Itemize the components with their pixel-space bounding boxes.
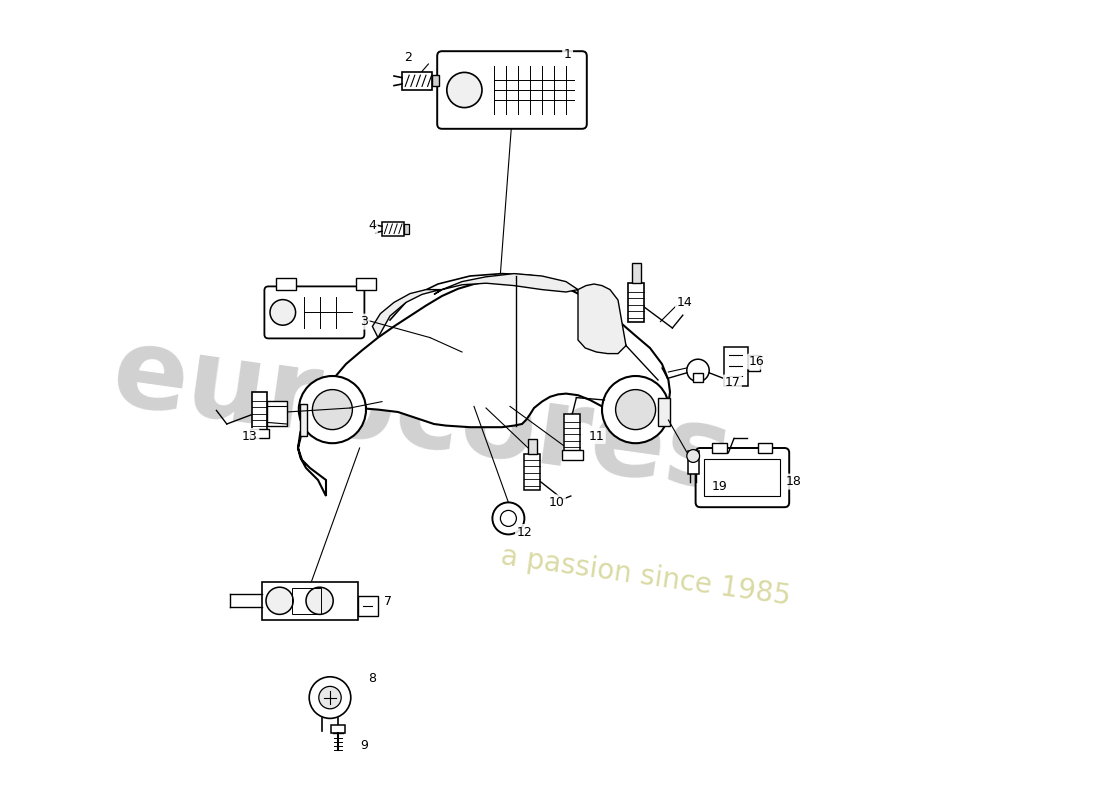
- Bar: [528, 439, 537, 454]
- Circle shape: [299, 376, 366, 443]
- Circle shape: [319, 686, 341, 709]
- Circle shape: [616, 390, 656, 430]
- Bar: [432, 75, 439, 86]
- FancyBboxPatch shape: [264, 286, 364, 338]
- Text: 11: 11: [588, 430, 604, 442]
- Circle shape: [266, 587, 294, 614]
- Circle shape: [686, 450, 700, 462]
- Bar: [628, 283, 645, 322]
- Circle shape: [270, 300, 296, 326]
- Circle shape: [686, 359, 710, 382]
- Bar: [358, 596, 378, 616]
- Bar: [688, 451, 698, 474]
- Bar: [267, 401, 287, 426]
- Bar: [356, 278, 376, 290]
- Bar: [748, 355, 760, 371]
- Text: eurocores: eurocores: [106, 319, 738, 513]
- Text: 2: 2: [404, 51, 411, 64]
- Polygon shape: [434, 274, 578, 294]
- Bar: [331, 725, 345, 733]
- Bar: [704, 459, 780, 496]
- Text: 13: 13: [242, 430, 257, 442]
- Bar: [693, 373, 703, 382]
- Bar: [658, 398, 670, 426]
- Circle shape: [493, 502, 525, 534]
- Bar: [405, 224, 409, 234]
- Bar: [402, 72, 432, 90]
- Text: 7: 7: [384, 595, 393, 608]
- Circle shape: [306, 587, 333, 614]
- Circle shape: [312, 390, 352, 430]
- Text: 18: 18: [786, 475, 802, 488]
- Text: 17: 17: [725, 376, 740, 389]
- Circle shape: [447, 72, 482, 108]
- Text: a passion since 1985: a passion since 1985: [499, 542, 793, 610]
- Bar: [562, 450, 583, 460]
- Text: 12: 12: [517, 526, 532, 538]
- Text: 19: 19: [712, 480, 727, 493]
- Bar: [631, 263, 641, 283]
- Text: 10: 10: [549, 496, 564, 509]
- FancyBboxPatch shape: [437, 51, 586, 129]
- Bar: [250, 429, 270, 438]
- Bar: [252, 392, 267, 430]
- Bar: [564, 414, 581, 452]
- Bar: [382, 222, 405, 236]
- Text: 4: 4: [368, 219, 376, 232]
- Bar: [713, 443, 727, 453]
- FancyBboxPatch shape: [695, 448, 789, 507]
- Polygon shape: [373, 290, 442, 338]
- Polygon shape: [298, 279, 670, 496]
- Text: 8: 8: [368, 672, 376, 685]
- Bar: [293, 588, 321, 614]
- Circle shape: [602, 376, 669, 443]
- Text: 3: 3: [361, 315, 368, 328]
- Polygon shape: [578, 284, 626, 354]
- Bar: [262, 582, 358, 620]
- Text: 16: 16: [748, 355, 764, 368]
- Bar: [725, 347, 748, 386]
- Bar: [300, 404, 307, 436]
- Bar: [276, 278, 296, 290]
- Text: 9: 9: [361, 739, 368, 752]
- Bar: [525, 454, 540, 490]
- Text: 1: 1: [563, 48, 572, 61]
- Text: 14: 14: [676, 296, 692, 309]
- Circle shape: [309, 677, 351, 718]
- Bar: [758, 443, 772, 453]
